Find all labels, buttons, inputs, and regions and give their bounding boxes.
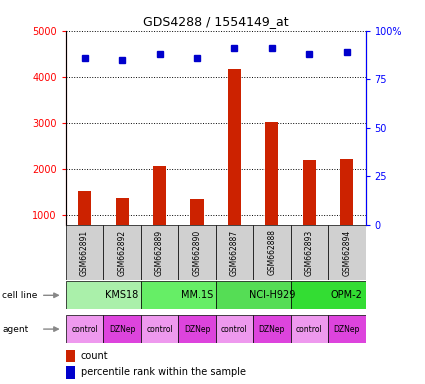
Title: GDS4288 / 1554149_at: GDS4288 / 1554149_at — [143, 15, 289, 28]
Bar — [253, 225, 291, 280]
Bar — [190, 199, 204, 225]
Bar — [178, 315, 215, 343]
Bar — [78, 191, 91, 225]
Text: GSM662894: GSM662894 — [342, 229, 351, 276]
Text: count: count — [81, 351, 108, 361]
Text: control: control — [221, 324, 248, 334]
Text: control: control — [71, 324, 98, 334]
Text: control: control — [296, 324, 323, 334]
Bar — [303, 159, 316, 225]
Bar — [340, 159, 353, 225]
Bar — [253, 315, 291, 343]
Bar — [291, 281, 366, 309]
Bar — [66, 225, 103, 280]
Text: NCI-H929: NCI-H929 — [249, 290, 295, 300]
Text: GSM662891: GSM662891 — [80, 229, 89, 276]
Bar — [103, 315, 141, 343]
Text: DZNep: DZNep — [334, 324, 360, 334]
Text: DZNep: DZNep — [184, 324, 210, 334]
Text: GSM662889: GSM662889 — [155, 229, 164, 276]
Text: OPM-2: OPM-2 — [331, 290, 363, 300]
Bar — [215, 225, 253, 280]
Bar — [215, 315, 253, 343]
Bar — [265, 122, 278, 225]
Bar — [66, 366, 75, 379]
Text: MM.1S: MM.1S — [181, 290, 213, 300]
Text: GSM662888: GSM662888 — [267, 230, 276, 275]
Text: GSM662890: GSM662890 — [193, 229, 201, 276]
Text: GSM662893: GSM662893 — [305, 229, 314, 276]
Text: cell line: cell line — [2, 291, 37, 300]
Bar — [178, 225, 215, 280]
Text: KMS18: KMS18 — [105, 290, 139, 300]
Bar — [66, 350, 75, 362]
Bar — [328, 225, 366, 280]
Bar — [66, 315, 103, 343]
Text: DZNep: DZNep — [259, 324, 285, 334]
Text: control: control — [146, 324, 173, 334]
Bar — [103, 225, 141, 280]
Bar — [116, 198, 129, 225]
Bar — [141, 281, 215, 309]
Bar — [291, 225, 328, 280]
Bar — [141, 315, 178, 343]
Bar — [291, 315, 328, 343]
Text: GSM662887: GSM662887 — [230, 229, 239, 276]
Bar — [141, 225, 178, 280]
Bar — [215, 281, 291, 309]
Text: agent: agent — [2, 324, 28, 334]
Bar — [328, 315, 366, 343]
Bar — [228, 69, 241, 225]
Bar — [153, 166, 166, 225]
Text: DZNep: DZNep — [109, 324, 135, 334]
Bar — [66, 281, 141, 309]
Text: percentile rank within the sample: percentile rank within the sample — [81, 367, 246, 377]
Text: GSM662892: GSM662892 — [118, 229, 127, 276]
